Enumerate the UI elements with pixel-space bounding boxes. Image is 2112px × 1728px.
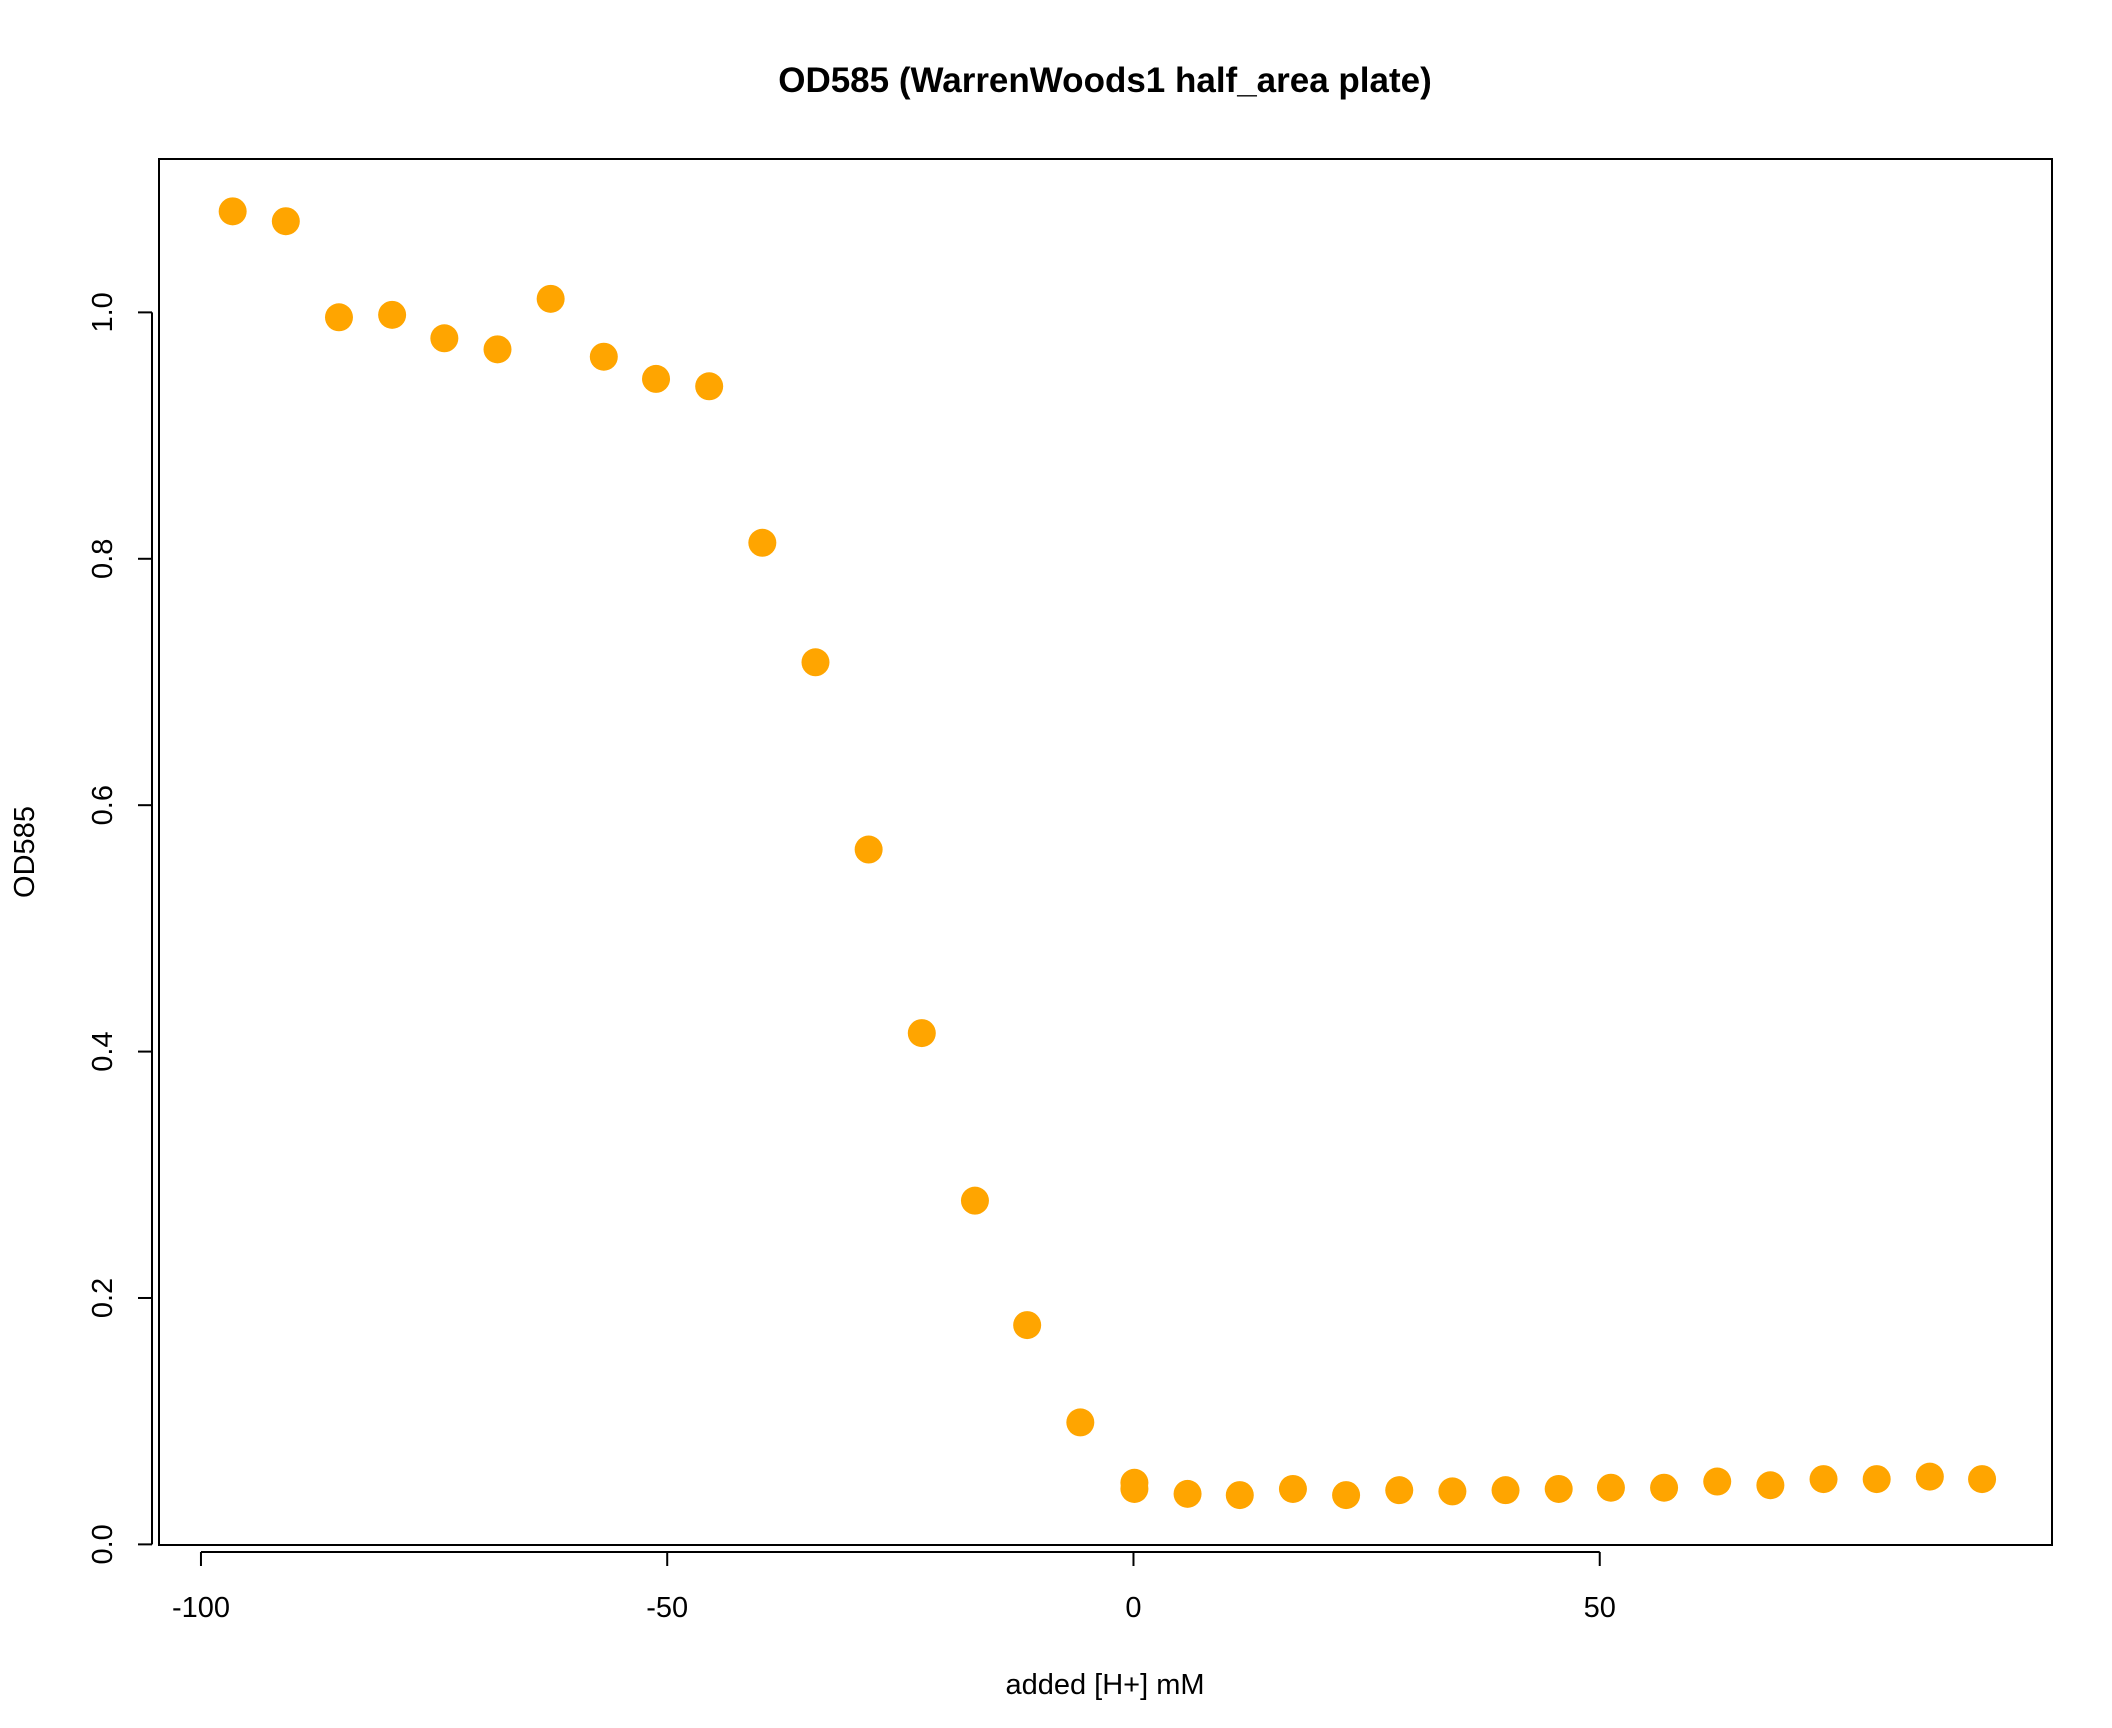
data-point: [642, 364, 671, 393]
data-point: [801, 648, 830, 677]
data-point: [1385, 1476, 1414, 1505]
data-point: [1332, 1481, 1361, 1510]
data-point: [1915, 1462, 1944, 1491]
data-point: [1809, 1465, 1838, 1494]
data-point: [1278, 1474, 1307, 1503]
data-point: [483, 335, 512, 364]
y-tick-label: 0.0: [87, 1524, 119, 1564]
y-axis: 0.0 0.2 0.4 0.6 0.8 1.0: [87, 292, 153, 1565]
data-point: [748, 528, 777, 557]
y-tick-label: 0.6: [87, 785, 119, 825]
x-tick-label: -100: [172, 1592, 230, 1624]
y-axis-label: OD585: [9, 806, 41, 898]
data-point: [1968, 1465, 1997, 1494]
data-point: [1013, 1311, 1042, 1340]
data-point: [1544, 1474, 1573, 1503]
plot-area-frame: [158, 158, 2053, 1546]
data-point: [1438, 1477, 1467, 1506]
data-point: [218, 197, 247, 226]
data-point: [589, 342, 618, 371]
x-axis: -100 -50 0 50: [172, 1551, 1616, 1624]
data-point: [1703, 1467, 1732, 1496]
data-points: [218, 197, 1997, 1510]
data-point: [1066, 1408, 1095, 1437]
data-point: [1596, 1473, 1625, 1502]
x-axis-label: added [H+] mM: [1005, 1669, 1204, 1701]
data-point: [1491, 1476, 1520, 1505]
data-point: [536, 284, 565, 313]
data-point: [378, 300, 407, 329]
data-point: [907, 1019, 936, 1048]
data-point: [430, 324, 459, 353]
y-tick-label: 1.0: [87, 292, 119, 332]
data-point: [1120, 1474, 1149, 1503]
data-point: [960, 1186, 989, 1215]
data-point: [271, 207, 300, 236]
data-point: [324, 303, 353, 332]
data-point: [1862, 1465, 1891, 1494]
x-tick-label: 50: [1584, 1592, 1616, 1624]
y-tick-label: 0.8: [87, 539, 119, 579]
y-tick-label: 0.4: [87, 1031, 119, 1071]
chart-title: OD585 (WarrenWoods1 half_area plate): [778, 61, 1432, 100]
data-point: [695, 372, 724, 401]
data-point: [1173, 1479, 1202, 1508]
data-point: [1225, 1481, 1254, 1510]
x-tick-label: -50: [646, 1592, 688, 1624]
data-point: [1756, 1471, 1785, 1500]
x-tick-label: 0: [1125, 1592, 1141, 1624]
y-tick-label: 0.2: [87, 1278, 119, 1318]
data-point: [854, 835, 883, 864]
data-point: [1650, 1473, 1679, 1502]
